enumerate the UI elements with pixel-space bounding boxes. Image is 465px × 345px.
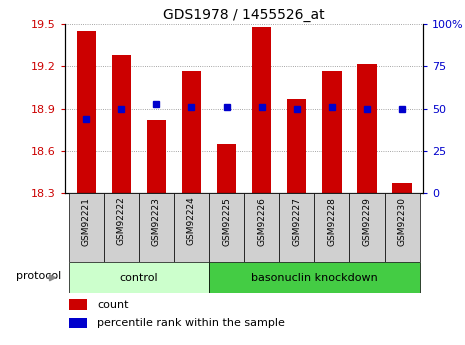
- FancyBboxPatch shape: [209, 193, 244, 262]
- Text: GSM92226: GSM92226: [257, 197, 266, 246]
- Text: basonuclin knockdown: basonuclin knockdown: [251, 273, 378, 283]
- Bar: [252, 27, 272, 193]
- Text: GSM92222: GSM92222: [117, 197, 126, 245]
- Bar: [147, 120, 166, 193]
- Title: GDS1978 / 1455526_at: GDS1978 / 1455526_at: [163, 8, 325, 22]
- Text: GSM92230: GSM92230: [398, 197, 406, 246]
- Bar: [217, 144, 236, 193]
- FancyBboxPatch shape: [279, 193, 314, 262]
- Bar: [209, 262, 419, 293]
- Text: count: count: [97, 300, 129, 309]
- Text: GSM92224: GSM92224: [187, 197, 196, 245]
- Text: GSM92227: GSM92227: [292, 197, 301, 246]
- Bar: [182, 71, 201, 193]
- Text: GSM92225: GSM92225: [222, 197, 231, 246]
- Text: GSM92229: GSM92229: [363, 197, 372, 246]
- Text: percentile rank within the sample: percentile rank within the sample: [97, 318, 285, 328]
- Bar: [287, 99, 306, 193]
- Text: GSM92223: GSM92223: [152, 197, 161, 246]
- Bar: [77, 31, 96, 193]
- Text: protocol: protocol: [16, 271, 61, 281]
- FancyBboxPatch shape: [69, 193, 104, 262]
- FancyBboxPatch shape: [349, 193, 385, 262]
- Text: GSM92228: GSM92228: [327, 197, 336, 246]
- FancyBboxPatch shape: [139, 193, 174, 262]
- Text: GSM92221: GSM92221: [82, 197, 91, 246]
- FancyBboxPatch shape: [244, 193, 279, 262]
- FancyBboxPatch shape: [104, 193, 139, 262]
- Bar: [392, 183, 412, 193]
- FancyBboxPatch shape: [385, 193, 419, 262]
- Text: control: control: [120, 273, 158, 283]
- Bar: [357, 63, 377, 193]
- FancyBboxPatch shape: [174, 193, 209, 262]
- Bar: [69, 299, 86, 310]
- Bar: [112, 55, 131, 193]
- Bar: [322, 71, 341, 193]
- FancyBboxPatch shape: [314, 193, 349, 262]
- Bar: [69, 262, 209, 293]
- Bar: [69, 318, 86, 328]
